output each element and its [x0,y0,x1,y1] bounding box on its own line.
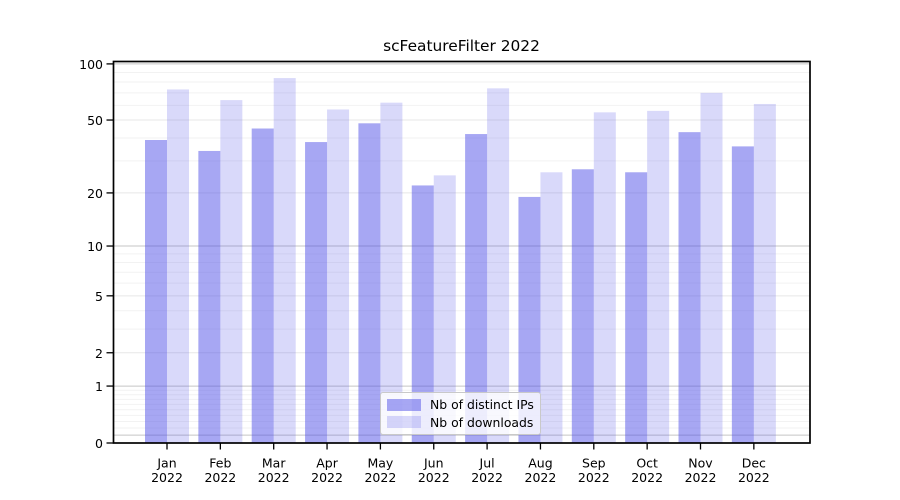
chart-title: scFeatureFilter 2022 [383,37,540,55]
x-tick-label-year: 2022 [738,470,770,485]
x-tick-label-month: Mar [262,456,286,471]
bar-downloads-dec [753,103,776,444]
x-tick-label-year: 2022 [685,470,717,485]
x-tick-label-month: Nov [688,456,713,471]
y-tick-label: 50 [87,113,103,128]
y-tick-label: 10 [87,239,103,254]
bar-downloads-feb [220,100,243,443]
y-tick-label: 1 [95,379,103,394]
bar-distinct-ips-may [358,123,381,444]
x-tick-label-month: Apr [316,456,338,471]
y-tick-label: 100 [79,57,103,72]
legend-label-distinct-ips: Nb of distinct IPs [430,397,534,413]
bar-distinct-ips-mar [251,128,274,443]
legend-swatch-downloads [387,416,421,429]
plot-box [112,60,811,444]
x-tick-label-month: Jul [479,456,495,471]
bar-downloads-jul [487,88,510,443]
x-tick-label-year: 2022 [364,470,396,485]
legend: Nb of distinct IPs Nb of downloads [380,392,541,435]
bar-distinct-ips-jul [465,134,488,444]
x-tick-label-month: Aug [528,456,552,471]
x-tick-label-month: Sep [582,456,606,471]
bar-distinct-ips-aug [518,196,541,443]
legend-label-downloads: Nb of downloads [430,414,534,430]
y-tick-label: 5 [95,289,103,304]
y-tick-label: 2 [95,346,103,361]
x-tick-label-year: 2022 [151,470,183,485]
bar-distinct-ips-jun [411,185,434,443]
bar-downloads-sep [593,112,616,443]
x-tick-label-month: Oct [636,456,658,471]
x-tick-label-year: 2022 [471,470,503,485]
x-tick-label-month: Feb [209,456,231,471]
bar-distinct-ips-feb [198,150,221,444]
x-tick-label-year: 2022 [578,470,610,485]
x-tick-label-month: Jun [423,456,444,471]
bar-distinct-ips-dec [731,146,754,443]
x-tick-label-year: 2022 [204,470,236,485]
bar-distinct-ips-apr [305,142,328,443]
bar-distinct-ips-sep [571,169,594,443]
legend-swatch-distinct-ips [387,398,421,411]
bar-distinct-ips-oct [625,172,648,443]
bar-downloads-may [380,102,403,444]
x-tick-label-year: 2022 [631,470,663,485]
x-tick-label-year: 2022 [311,470,343,485]
x-tick-label-year: 2022 [258,470,290,485]
bar-distinct-ips-jan [145,139,167,443]
bar-distinct-ips-nov [678,132,701,443]
bar-downloads-jan [167,89,189,443]
x-tick-label-month: May [367,456,393,471]
bar-downloads-oct [647,110,670,443]
x-tick-label-year: 2022 [418,470,450,485]
bar-downloads-mar [273,78,296,443]
x-tick-label-month: Jan [156,456,176,471]
bar-downloads-nov [700,92,723,443]
x-tick-label-month: Dec [742,456,766,471]
bar-downloads-apr [327,109,350,443]
y-tick-label: 0 [95,436,103,451]
bar-downloads-jun [433,175,456,444]
legend-item-distinct-ips: Nb of distinct IPs [387,397,540,413]
legend-item-downloads: Nb of downloads [387,414,540,430]
x-tick-label-year: 2022 [525,470,557,485]
y-tick-label: 20 [87,186,103,201]
bar-downloads-aug [540,172,563,443]
